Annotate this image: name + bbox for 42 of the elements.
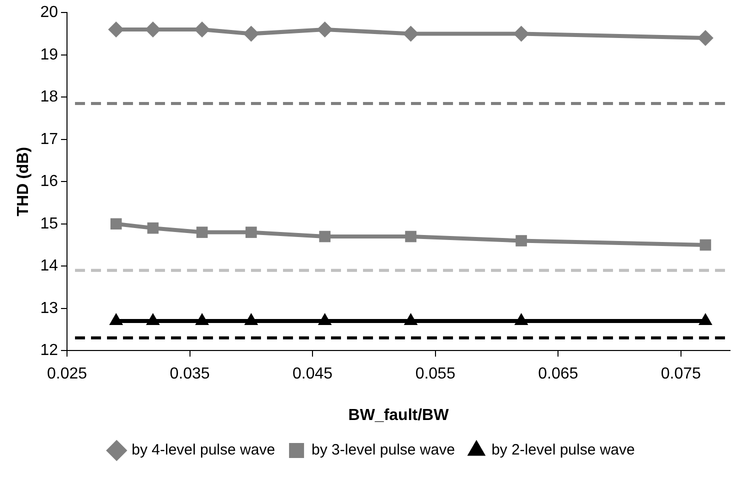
point: [316, 22, 333, 38]
point: [319, 230, 330, 242]
point: [404, 313, 418, 326]
y-axis-title: THD (dB): [15, 146, 32, 216]
point: [513, 26, 530, 42]
point: [697, 30, 714, 46]
point: [698, 313, 712, 326]
y-tick-label: 17: [40, 130, 58, 148]
point: [246, 226, 257, 238]
y-tick-label: 15: [40, 215, 58, 232]
y-tick-label: 20: [40, 4, 58, 22]
x-axis-title: BW_fault/BW: [348, 406, 450, 424]
legend-label: by 4-level pulse wave: [132, 442, 276, 459]
point: [110, 218, 122, 230]
point: [514, 313, 528, 326]
y-tick-label: 19: [40, 46, 58, 64]
point: [405, 230, 416, 242]
point: [318, 313, 332, 326]
x-tick-label: 0.045: [292, 366, 333, 383]
y-tick-label: 12: [40, 342, 58, 360]
x-tick-label: 0.065: [538, 366, 578, 383]
point: [196, 226, 208, 238]
x-tick-label: 0.055: [415, 366, 456, 383]
y-tick-label: 14: [40, 258, 58, 275]
y-tick-label: 16: [40, 173, 58, 190]
point: [146, 313, 160, 326]
point: [244, 313, 258, 326]
legend-label: by 3-level pulse wave: [312, 442, 455, 459]
y-tick-label: 13: [40, 300, 58, 317]
x-tick-label: 0.075: [660, 366, 702, 383]
point: [516, 235, 527, 246]
y-tick-label: 18: [40, 88, 58, 106]
x-tick-label: 0.035: [170, 366, 210, 383]
point: [700, 239, 712, 251]
point: [109, 313, 124, 326]
point: [147, 222, 159, 234]
legend-label: by 2-level pulse wave: [491, 442, 635, 459]
x-tick-label: 0.025: [46, 366, 88, 383]
point: [195, 313, 209, 326]
point: [194, 22, 210, 38]
point: [243, 26, 260, 42]
point: [402, 26, 419, 42]
